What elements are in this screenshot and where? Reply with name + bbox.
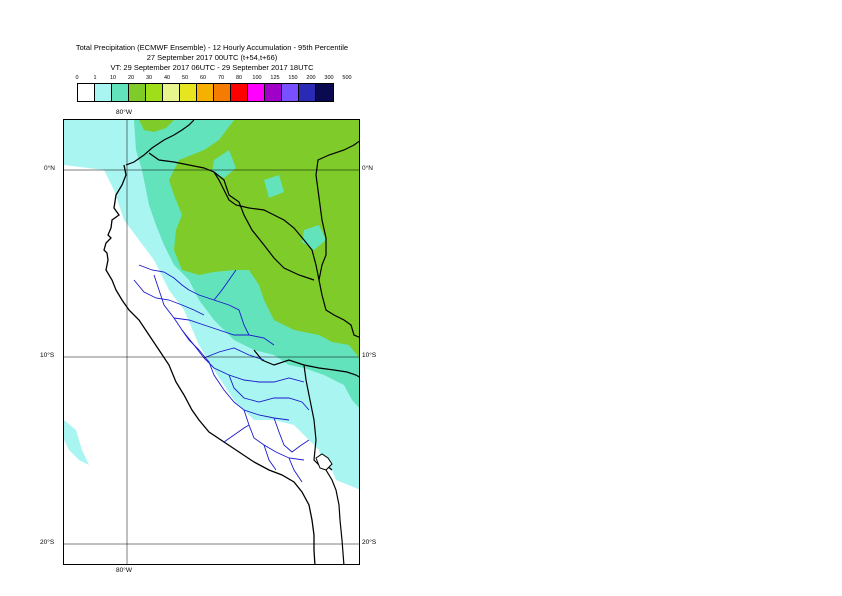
run-time: 27 September 2017 00UTC (t+54,t+66): [146, 53, 278, 62]
precipitation-map: [63, 119, 360, 565]
legend-swatch: [265, 84, 282, 101]
lat-label-right-10s: 10°S: [362, 352, 377, 359]
lat-label-right-20s: 20°S: [362, 539, 377, 546]
national-border: [325, 469, 345, 564]
legend-swatch: [95, 84, 112, 101]
precip-patch-3: [264, 175, 284, 198]
legend-swatch: [129, 84, 146, 101]
national-border: [315, 140, 359, 281]
graticule: [64, 120, 359, 564]
map-canvas: [64, 120, 359, 564]
legend-label: 50: [181, 75, 189, 81]
legend-swatch: [299, 84, 316, 101]
lat-label-left-20s: 20°S: [40, 539, 55, 546]
precip-patch: [212, 150, 236, 178]
precip-area-high-2: [139, 120, 174, 132]
legend-swatch: [197, 84, 214, 101]
precip-area-light-2: [64, 420, 89, 465]
legend-label: 100: [252, 75, 262, 81]
lake-titicaca: [315, 453, 333, 471]
lat-label-left-10s: 10°S: [40, 352, 55, 359]
legend-labels: 0 1 10 20 30 40 50 60 70 80 100 125 150 200 300 500: [0, 74, 842, 83]
color-legend: [77, 83, 334, 102]
lon-label-bottom: 80°W: [116, 567, 132, 574]
national-border: [213, 171, 315, 281]
legend-swatch: [112, 84, 129, 101]
legend-label: 30: [145, 75, 153, 81]
legend-label: 500: [342, 75, 352, 81]
legend-swatch: [163, 84, 180, 101]
lon-label-top: 80°W: [116, 109, 132, 116]
legend-label: 70: [217, 75, 225, 81]
valid-time: VT: 29 September 2017 06UTC - 29 Septemb…: [110, 63, 314, 72]
legend-label: 10: [109, 75, 117, 81]
legend-swatch: [214, 84, 231, 101]
legend-swatch: [282, 84, 299, 101]
legend-label: 80: [235, 75, 243, 81]
legend-label: 20: [127, 75, 135, 81]
legend-label: 125: [270, 75, 280, 81]
legend-label: 1: [93, 75, 97, 81]
national-border: [125, 120, 195, 166]
legend-label: 300: [324, 75, 334, 81]
legend-swatch: [231, 84, 248, 101]
map-title: Total Precipitation (ECMWF Ensemble) - 1…: [75, 43, 349, 52]
legend-swatch: [78, 84, 95, 101]
legend-label: 60: [199, 75, 207, 81]
precip-patch-2: [302, 225, 326, 250]
regional-borders: [133, 264, 310, 483]
legend-label: 150: [288, 75, 298, 81]
national-border: [253, 349, 359, 378]
coastline: [103, 164, 316, 564]
legend-swatch: [316, 84, 333, 101]
legend-label: 0: [75, 75, 79, 81]
national-border: [148, 152, 359, 338]
legend-swatch: [180, 84, 197, 101]
precip-area-high: [169, 120, 359, 358]
lat-label-left-0: 0°N: [44, 165, 55, 172]
legend-swatch: [146, 84, 163, 101]
lat-label-right-0: 0°N: [362, 165, 373, 172]
legend-label: 200: [306, 75, 316, 81]
legend-label: 40: [163, 75, 171, 81]
legend-swatch: [248, 84, 265, 101]
